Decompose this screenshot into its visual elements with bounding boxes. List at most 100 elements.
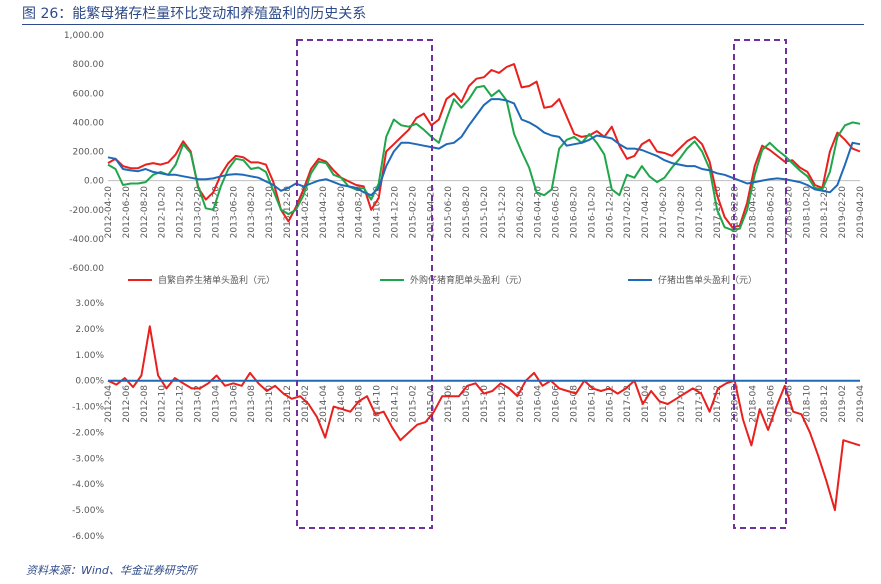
top-x-tick-label: 2018-08-20 [784,186,794,239]
top-x-tick-label: 2014-12-20 [390,186,400,239]
top-y-tick-label: 400.00 [73,118,105,128]
legend-item-0: 自繁自养生猪单头盈利（元） [128,274,275,286]
bottom-x-tick-label: 2016-12 [605,385,615,423]
bottom-x-tick-label: 2012-06 [122,385,132,423]
top-x-tick-label: 2018-10-20 [802,186,812,239]
legend-label: 自繁自养生猪单头盈利（元） [158,274,275,286]
bottom-x-tick-label: 2017-08 [677,385,687,423]
bottom-x-tick-label: 2013-02 [194,385,204,423]
top-y-tick-label: -400.00 [69,235,104,245]
bottom-y-tick-label: -2.00% [72,428,104,438]
top-x-tick-label: 2012-06-20 [122,186,132,239]
top-y-tick-label: -600.00 [69,264,104,274]
top-x-tick-label: 2014-02-20 [301,186,311,239]
top-x-tick-label: 2018-12-20 [820,186,830,239]
top-x-tick-label: 2015-02-20 [408,186,418,239]
bottom-chart: 3.00% 2.00% 1.00% 0.00% -1.00% -2.00% -3.00% -4… [72,299,866,542]
top-x-tick-label: 2017-02-20 [623,186,633,239]
bottom-x-tick-label: 2015-10 [480,385,490,423]
top-x-tick-label: 2013-06-20 [229,186,239,239]
top-x-tick-label: 2012-12-20 [176,186,186,239]
bottom-x-tick-label: 2015-06 [444,385,454,423]
top-x-tick-label: 2015-10-20 [480,186,490,239]
bottom-x-tick-label: 2017-02 [623,385,633,423]
bottom-x-tick-label: 2016-06 [552,385,562,423]
bottom-y-tick-label: 1.00% [75,351,104,361]
top-x-tick-label: 2013-02-20 [194,186,204,239]
top-x-tick-label: 2015-04-20 [426,186,436,239]
top-x-tick-label: 2017-06-20 [659,186,669,239]
top-x-tick-label: 2012-04-20 [104,186,114,239]
bottom-x-tick-label: 2016-08 [570,385,580,423]
chart-title: 图 26：能繁母猪存栏量环比变动和养殖盈利的历史关系 [22,6,367,22]
top-y-tick-label: 1,000.00 [64,31,104,41]
top-y-tick-label: 600.00 [73,89,105,99]
top-x-tick-label: 2017-04-20 [641,186,651,239]
top-x-tick-label: 2015-06-20 [444,186,454,239]
top-x-tick-label: 2016-04-20 [534,186,544,239]
top-x-tick-label: 2016-10-20 [587,186,597,239]
bottom-x-tick-label: 2014-12 [390,385,400,423]
bottom-x-tick-label: 2015-02 [408,385,418,423]
bottom-x-tick-label: 2018-06 [766,385,776,423]
top-chart: 1,000.00 800.00 600.00 400.00 200.00 0.00 -200… [64,31,866,286]
bottom-x-tick-label: 2017-10 [695,385,705,423]
bottom-x-tick-label: 2018-04 [749,385,759,423]
source-note: 资料来源：Wind、华金证券研究所 [26,564,197,577]
bottom-x-tick-label: 2018-02 [731,385,741,423]
bottom-x-tick-label: 2013-12 [283,385,293,423]
top-x-tick-label: 2012-10-20 [158,186,168,239]
bottom-y-tick-label: -1.00% [72,403,104,413]
bottom-x-tick-label: 2018-12 [820,385,830,423]
bottom-y-tick-label: 2.00% [75,325,104,335]
top-x-tick-label: 2016-12-20 [605,186,615,239]
top-x-tick-label: 2014-08-20 [355,186,365,239]
top-x-tick-label: 2016-08-20 [570,186,580,239]
legend-item-1: 外购仔猪育肥单头盈利（元） [380,274,527,286]
top-x-tick-label: 2013-12-20 [283,186,293,239]
top-x-tick-label: 2014-04-20 [319,186,329,239]
top-x-tick-label: 2012-08-20 [140,186,150,239]
top-x-tick-label: 2015-08-20 [462,186,472,239]
top-x-tick-label: 2018-04-20 [749,186,759,239]
bottom-y-tick-label: -3.00% [72,454,104,464]
bottom-y-tick-label: -4.00% [72,480,104,490]
top-x-tick-label: 2014-06-20 [337,186,347,239]
top-x-tick-label: 2018-06-20 [766,186,776,239]
top-y-tick-label: -200.00 [69,206,104,216]
bottom-x-tick-label: 2015-12 [498,385,508,423]
bottom-x-tick-label: 2013-08 [247,385,257,423]
bottom-x-tick-label: 2016-10 [587,385,597,423]
bottom-x-tick-label: 2012-08 [140,385,150,423]
bottom-x-tick-label: 2019-02 [838,385,848,423]
bottom-x-tick-label: 2014-10 [373,385,383,423]
top-x-tick-label: 2013-08-20 [247,186,257,239]
bottom-x-tick-label: 2016-02 [516,385,526,423]
legend-label: 外购仔猪育肥单头盈利（元） [410,274,527,286]
bottom-x-tick-label: 2012-10 [158,385,168,423]
title-rule [22,24,864,25]
top-y-tick-label: 200.00 [73,148,105,158]
top-y-tick-label: 0.00 [84,177,104,187]
legend-label: 仔猪出售单头盈利（元） [658,274,757,286]
bottom-y-tick-label: 0.00% [75,377,104,387]
bottom-x-tick-label: 2014-06 [337,385,347,423]
bottom-x-tick-label: 2013-10 [265,385,275,423]
top-x-tick-label: 2019-02-20 [838,186,848,239]
bottom-x-tick-label: 2014-04 [319,385,329,423]
bottom-x-tick-label: 2013-04 [211,385,221,423]
top-x-tick-label: 2019-04-20 [856,186,866,239]
legend-item-2: 仔猪出售单头盈利（元） [628,274,757,286]
bottom-x-tick-label: 2015-04 [426,385,436,423]
top-x-tick-label: 2013-10-20 [265,186,275,239]
highlight-box-2018 [733,39,787,529]
top-x-tick-label: 2015-12-20 [498,186,508,239]
top-x-tick-label: 2018-02-20 [731,186,741,239]
bottom-x-tick-label: 2017-04 [641,385,651,423]
bottom-y-tick-label: 3.00% [75,299,104,309]
highlight-boxes [296,39,787,529]
bottom-x-tick-label: 2013-06 [229,385,239,423]
bottom-y-tick-label: -5.00% [72,506,104,516]
bottom-x-tick-label: 2019-04 [856,385,866,423]
